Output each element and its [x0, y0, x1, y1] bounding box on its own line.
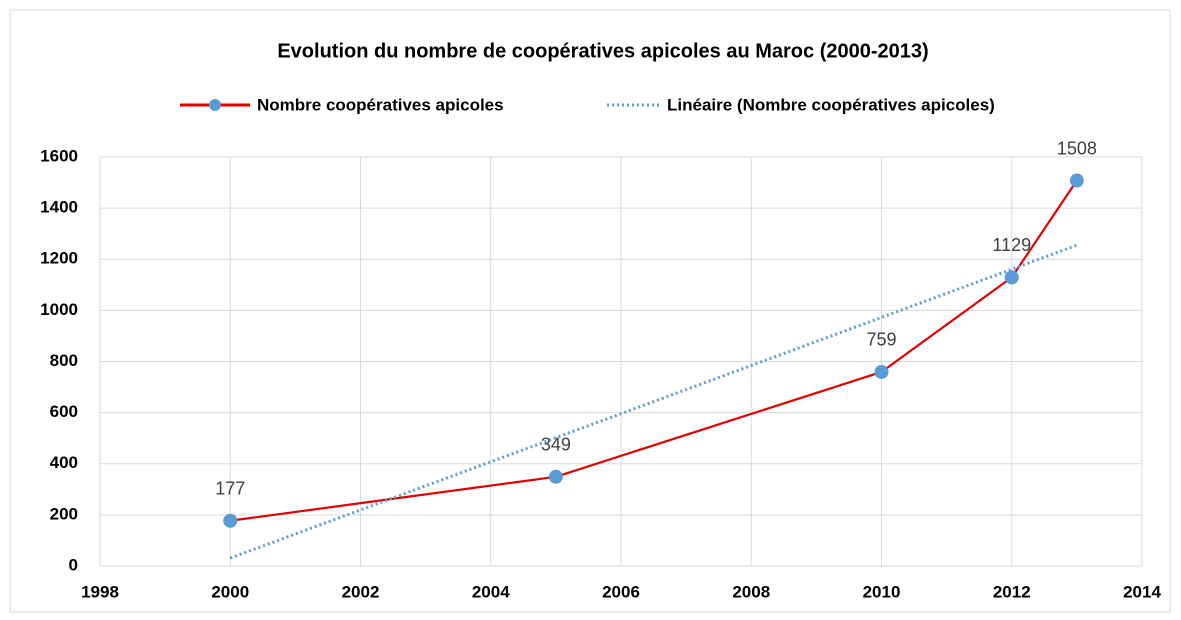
y-tick-label: 1600: [40, 146, 78, 165]
data-point: [548, 469, 563, 484]
data-label: 1129: [992, 235, 1031, 255]
x-tick-label: 2014: [1123, 582, 1161, 601]
data-label: 177: [215, 479, 245, 499]
data-point: [1069, 173, 1084, 188]
data-label: 759: [866, 330, 896, 350]
legend-marker: [209, 99, 221, 111]
y-tick-label: 600: [50, 402, 78, 421]
data-point: [1004, 270, 1019, 285]
y-tick-label: 400: [50, 453, 78, 472]
chart-title: Evolution du nombre de coopératives apic…: [277, 40, 928, 62]
x-tick-label: 2004: [472, 582, 510, 601]
x-tick-label: 2000: [211, 582, 249, 601]
y-tick-label: 1400: [40, 198, 78, 217]
y-tick-label: 800: [50, 351, 78, 370]
y-tick-label: 200: [50, 504, 78, 523]
series-line: [229, 243, 1078, 560]
data-point: [874, 364, 889, 379]
y-tick-label: 0: [69, 555, 78, 574]
y-tick-label: 1200: [40, 249, 78, 268]
x-tick-label: 2002: [342, 582, 380, 601]
data-label: 1508: [1057, 138, 1097, 158]
chart-border: [9, 9, 1171, 613]
y-tick-label: 1000: [40, 300, 78, 319]
x-tick-label: 2012: [993, 582, 1031, 601]
x-tick-label: 1998: [81, 582, 119, 601]
legend-label: Nombre coopératives apicoles: [257, 95, 504, 114]
data-label: 349: [541, 435, 571, 455]
legend-label: Linéaire (Nombre coopératives apicoles): [667, 95, 995, 114]
data-point: [223, 513, 238, 528]
x-tick-label: 2006: [602, 582, 640, 601]
x-tick-label: 2010: [863, 582, 901, 601]
x-tick-label: 2008: [732, 582, 770, 601]
